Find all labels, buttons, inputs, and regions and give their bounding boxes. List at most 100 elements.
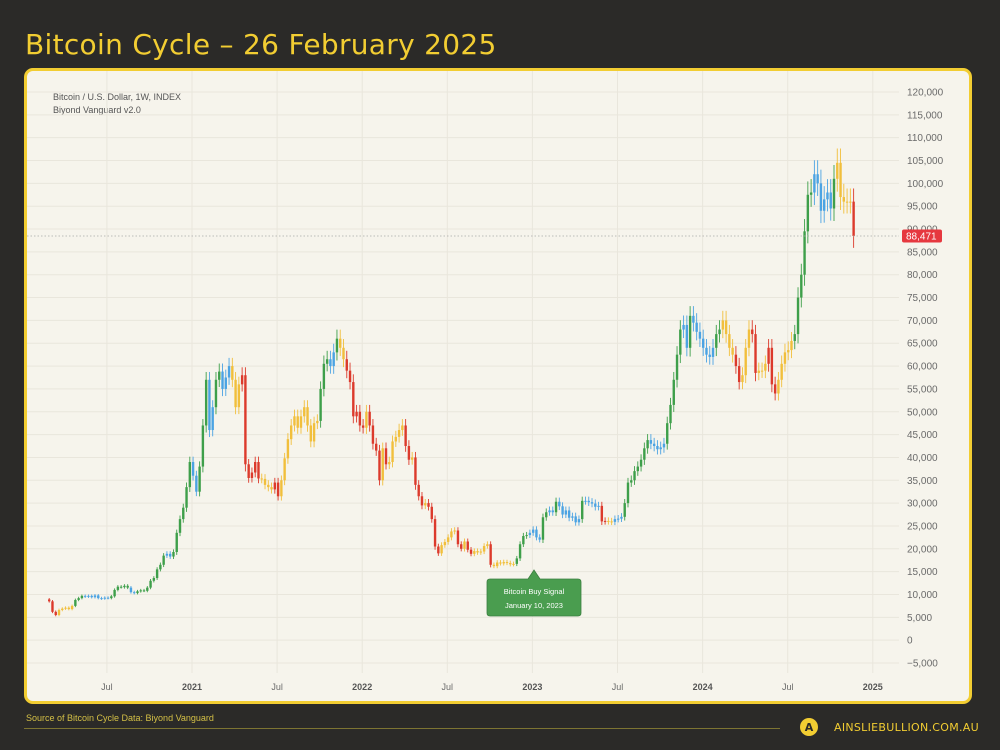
candle-body — [760, 370, 764, 372]
candle-body — [558, 501, 561, 507]
candle-body — [610, 521, 613, 523]
y-tick-label: 70,000 — [907, 316, 938, 327]
candle-body — [476, 551, 479, 553]
candle-body — [159, 564, 162, 570]
candle-body — [218, 371, 221, 380]
candle-body — [649, 440, 653, 444]
y-tick-label: 80,000 — [907, 270, 938, 281]
candle-body — [587, 500, 590, 503]
candle-body — [728, 334, 731, 348]
candle-body — [348, 370, 352, 383]
candle-body — [541, 517, 545, 540]
candle-body — [61, 608, 64, 611]
candle-body — [123, 585, 126, 588]
footer-divider — [24, 728, 780, 729]
candle-body — [437, 546, 440, 554]
candle-body — [289, 425, 293, 440]
candle-body — [103, 597, 106, 599]
candle-body — [178, 519, 182, 533]
candle-body — [342, 347, 345, 360]
candle-body — [394, 436, 398, 442]
candle-body — [705, 347, 708, 355]
candle-body — [721, 320, 725, 330]
candle-body — [368, 411, 371, 426]
candle-body — [267, 484, 270, 488]
candle-body — [708, 354, 711, 357]
candle-body — [306, 407, 309, 426]
candle-body — [54, 611, 57, 616]
candle-body — [263, 478, 267, 485]
candle-body — [822, 199, 826, 211]
candle-body — [100, 598, 103, 600]
candle-body — [276, 482, 280, 497]
candle-body — [67, 607, 71, 610]
candle-body — [819, 183, 823, 211]
candle-body — [319, 388, 322, 421]
candle-body — [688, 315, 692, 348]
candle-body — [469, 549, 473, 554]
candle-body — [316, 420, 319, 424]
candle-body — [375, 443, 378, 451]
candle-body — [388, 462, 391, 465]
candle-body — [142, 590, 146, 592]
candle-body — [332, 352, 335, 367]
candle-body — [741, 375, 744, 383]
candle-body — [803, 231, 806, 275]
candle-body — [204, 379, 208, 426]
candle-body — [57, 610, 61, 616]
y-tick-label: 40,000 — [907, 453, 938, 464]
x-tick-label: Jul — [442, 682, 454, 692]
y-tick-label: 65,000 — [907, 339, 938, 350]
candle-body — [836, 162, 839, 179]
y-tick-label: 100,000 — [907, 179, 944, 190]
brand[interactable]: A AINSLIEBULLION.COM.AU — [800, 718, 979, 736]
candle-body — [397, 430, 401, 437]
candle-body — [381, 448, 384, 481]
candle-body — [842, 197, 846, 202]
y-tick-label: 30,000 — [907, 499, 938, 510]
candle-body — [623, 503, 626, 517]
indicator-label: Biyond Vanguard v2.0 — [53, 105, 141, 115]
candle-body — [616, 518, 620, 520]
candle-body — [456, 530, 460, 545]
candle-body — [309, 425, 312, 442]
buy-signal-callout[interactable] — [486, 569, 582, 617]
candle-body — [620, 516, 623, 519]
candle-body — [51, 601, 54, 612]
candle-body — [427, 503, 430, 507]
brand-url[interactable]: AINSLIEBULLION.COM.AU — [834, 720, 979, 734]
candle-body — [97, 595, 100, 599]
candle-body — [793, 334, 796, 341]
x-tick-label: Jul — [271, 682, 283, 692]
candle-body — [136, 591, 139, 594]
candle-body — [407, 446, 411, 460]
candle-body — [70, 605, 74, 610]
candle-body — [250, 472, 254, 478]
candle-body — [639, 459, 643, 467]
candle-body — [371, 425, 375, 444]
candle-body — [780, 363, 783, 380]
candlestick-chart[interactable]: 120,000 115,000 110,000 105,000 100,000 95,00… — [27, 71, 969, 701]
candle-body — [273, 482, 277, 490]
candle-body — [718, 329, 721, 335]
candle-body — [244, 375, 247, 465]
candle-body — [659, 447, 662, 450]
candle-body — [401, 425, 404, 431]
candle-body — [453, 530, 456, 532]
candle-body — [473, 551, 476, 554]
candle-body — [299, 416, 303, 428]
candle-body — [561, 506, 564, 515]
candle-body — [826, 192, 829, 200]
y-tick-label: 45,000 — [907, 430, 938, 441]
candle-body — [770, 347, 774, 385]
x-tick-label: Jul — [612, 682, 624, 692]
candle-body — [185, 487, 188, 508]
candle-body — [679, 329, 682, 355]
candle-body — [505, 562, 509, 564]
x-tick-label: 2023 — [522, 682, 542, 692]
x-tick-label: Jul — [782, 682, 794, 692]
candle-body — [208, 379, 211, 431]
candle-body — [329, 359, 332, 367]
candle-body — [424, 503, 427, 506]
candle-body — [188, 462, 192, 488]
